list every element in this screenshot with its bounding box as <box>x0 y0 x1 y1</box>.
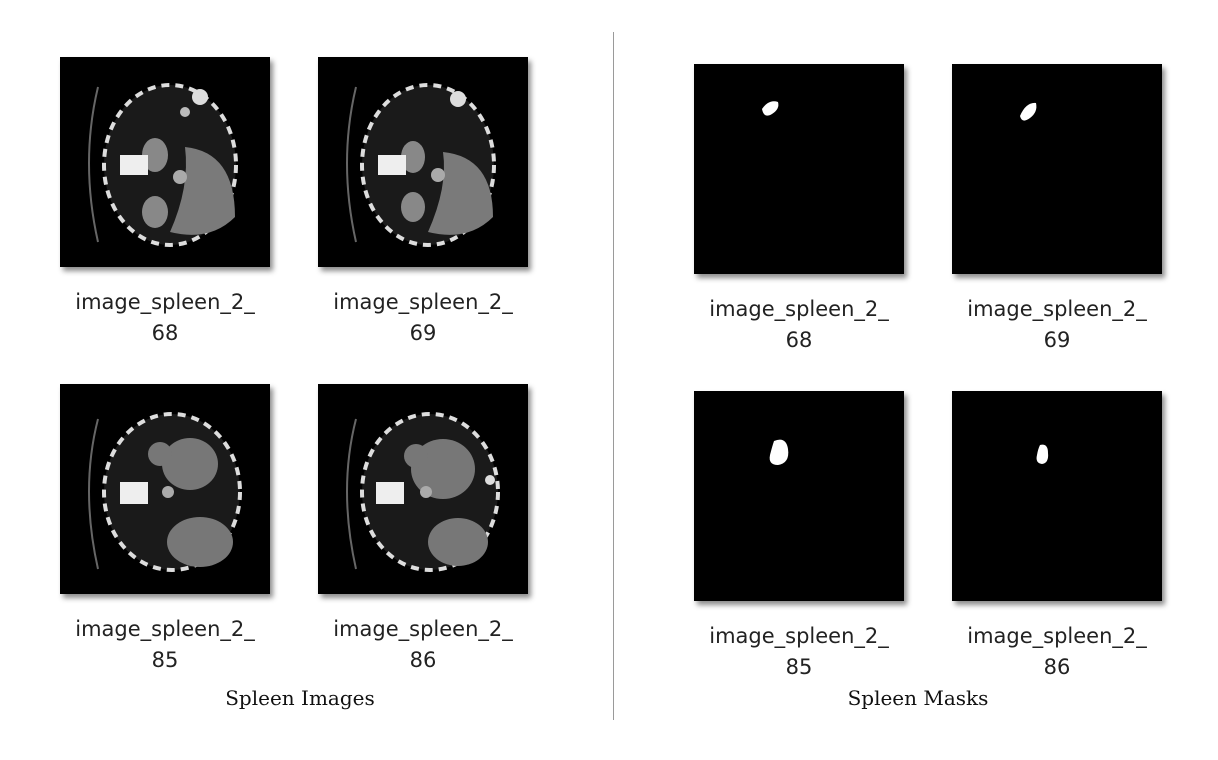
ct-slice-thumbnail[interactable] <box>318 57 528 267</box>
mask-thumbnail[interactable] <box>952 391 1162 601</box>
file-name-line1: image_spleen_2_ <box>940 621 1174 652</box>
ct-slice-thumbnail[interactable] <box>60 57 270 267</box>
file-name-line1: image_spleen_2_ <box>682 621 916 652</box>
file-name-line2: 85 <box>48 645 282 676</box>
ct-slice-thumbnail[interactable] <box>318 384 528 594</box>
file-name: image_spleen_2_ 69 <box>940 294 1174 356</box>
spleen-images-panel: image_spleen_2_ 68 image_spleen_2_ 69 <box>0 0 600 760</box>
file-name: image_spleen_2_ 68 <box>48 287 282 349</box>
file-name-line2: 69 <box>940 325 1174 356</box>
file-name-line2: 68 <box>48 318 282 349</box>
mask-thumbnail[interactable] <box>952 64 1162 274</box>
file-name-line2: 86 <box>940 652 1174 683</box>
file-name: image_spleen_2_ 69 <box>306 287 540 349</box>
panel-caption: Spleen Images <box>0 686 600 710</box>
file-name-line2: 69 <box>306 318 540 349</box>
ct-slice-thumbnail[interactable] <box>60 384 270 594</box>
file-name-line1: image_spleen_2_ <box>682 294 916 325</box>
file-name: image_spleen_2_ 85 <box>682 621 916 683</box>
file-name: image_spleen_2_ 86 <box>940 621 1174 683</box>
mask-thumbnail[interactable] <box>694 391 904 601</box>
file-name-line2: 68 <box>682 325 916 356</box>
file-name: image_spleen_2_ 68 <box>682 294 916 356</box>
file-name: image_spleen_2_ 85 <box>48 614 282 676</box>
file-name-line1: image_spleen_2_ <box>306 287 540 318</box>
file-name-line1: image_spleen_2_ <box>940 294 1174 325</box>
file-name: image_spleen_2_ 86 <box>306 614 540 676</box>
spleen-masks-panel: image_spleen_2_ 68 image_spleen_2_ 69 im… <box>618 0 1218 760</box>
file-name-line1: image_spleen_2_ <box>48 614 282 645</box>
file-name-line2: 86 <box>306 645 540 676</box>
panel-caption: Spleen Masks <box>618 686 1218 710</box>
file-name-line2: 85 <box>682 652 916 683</box>
file-name-line1: image_spleen_2_ <box>48 287 282 318</box>
panel-divider <box>613 32 614 720</box>
file-name-line1: image_spleen_2_ <box>306 614 540 645</box>
mask-thumbnail[interactable] <box>694 64 904 274</box>
